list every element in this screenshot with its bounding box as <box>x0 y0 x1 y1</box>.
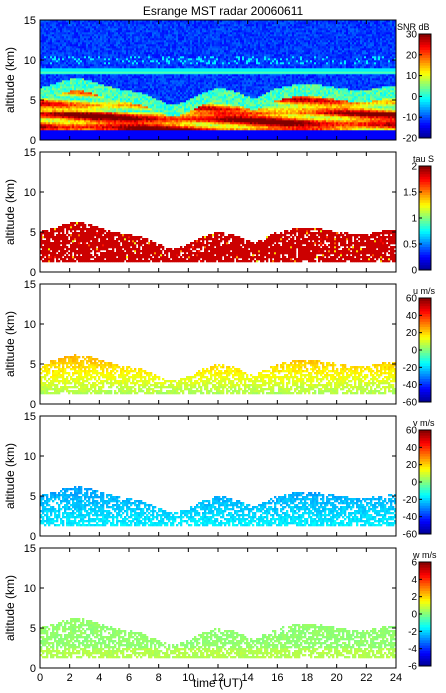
panel-v: 0 5 10 15 altitude (km) 60 40 20 0 -20 -40 -60 <box>3 411 432 543</box>
y-tick-label: 15 <box>24 147 36 159</box>
x-tick-label: 10 <box>182 672 194 684</box>
colorbar-tick-label: 2 <box>411 592 417 603</box>
x-tick-label: 12 <box>212 672 224 684</box>
colorbar-tick-label: 0 <box>411 346 417 357</box>
colorbar-tick-label: 20 <box>406 328 418 339</box>
colorbar-tick-label: -60 <box>403 398 418 409</box>
y-tick-label: 15 <box>24 279 36 291</box>
colorbar-label-u: u m/s <box>413 286 436 296</box>
colorbar-snr: 30 20 10 0 -10 -20 <box>403 30 432 145</box>
colorbar-tick-label: 60 <box>406 294 418 305</box>
heatmap-w <box>40 618 396 659</box>
x-tick-label: 22 <box>360 672 372 684</box>
x-tick-label: 24 <box>390 672 402 684</box>
colorbar-tick-label: 2 <box>411 162 417 173</box>
y-tick-label: 10 <box>24 451 36 463</box>
colorbar-tick-label: -60 <box>403 530 418 541</box>
y-tick-label: 0 <box>30 267 36 279</box>
colorbar-label-w: w m/s <box>413 550 437 560</box>
heatmap-snr <box>40 20 396 140</box>
y-tick-label: 5 <box>30 227 36 239</box>
chart-title: Esrange MST radar 20060611 <box>142 4 304 18</box>
heatmap-u <box>40 354 396 395</box>
panel-snr: 0 5 10 15 altitude (km) 30 20 10 0 -10 -20 <box>3 15 432 147</box>
x-tick-label: 20 <box>331 672 343 684</box>
colorbar-label-v: v m/s <box>413 418 435 428</box>
y-tick-label: 5 <box>30 359 36 371</box>
colorbar-label-tau: tau S <box>413 154 435 164</box>
colorbar-tick-label: -40 <box>403 512 418 523</box>
x-tick-label: 14 <box>242 672 254 684</box>
y-tick-label: 5 <box>30 95 36 107</box>
y-tick-label: 5 <box>30 623 36 635</box>
y-tick-label: 15 <box>24 543 36 555</box>
colorbar-tick-label: 0 <box>411 478 417 489</box>
y-axis-label: altitude (km) <box>3 311 17 377</box>
x-tick-label: 4 <box>96 672 102 684</box>
y-tick-label: 0 <box>30 663 36 675</box>
y-tick-label: 0 <box>30 531 36 543</box>
colorbar-tick-label: 0 <box>411 92 417 103</box>
colorbar-label-snr: SNR dB <box>397 22 430 32</box>
colorbar-tau: 2 1.5 1 0.5 0 <box>403 162 432 277</box>
colorbar-tick-label: 20 <box>406 50 418 61</box>
x-tick-label: 2 <box>67 672 73 684</box>
x-tick-label: 16 <box>271 672 283 684</box>
heatmap-tau <box>40 222 396 263</box>
colorbar-tick-label: 40 <box>406 311 418 322</box>
y-tick-label: 15 <box>24 15 36 27</box>
colorbar-tick-label: 20 <box>406 460 418 471</box>
colorbar-tick-label: 1 <box>411 214 417 225</box>
colorbar-tick-label: 4 <box>411 575 417 586</box>
colorbar-tick-label: 0.5 <box>403 240 417 251</box>
y-tick-label: 0 <box>30 135 36 147</box>
colorbar-tick-label: 40 <box>406 443 418 454</box>
y-tick-label: 10 <box>24 187 36 199</box>
y-axis-label: altitude (km) <box>3 47 17 113</box>
y-axis-label: altitude (km) <box>3 575 17 641</box>
colorbar-w: 6 4 2 0 -2 -4 -6 <box>408 558 432 673</box>
colorbar-tick-label: -4 <box>408 644 417 655</box>
colorbar-u: 60 40 20 0 -20 -40 -60 <box>403 294 432 409</box>
y-axis-label: altitude (km) <box>3 443 17 509</box>
x-tick-label: 18 <box>301 672 313 684</box>
colorbar-tick-label: 0 <box>411 610 417 621</box>
heatmap-v <box>40 486 396 527</box>
y-tick-label: 10 <box>24 55 36 67</box>
y-tick-label: 10 <box>24 583 36 595</box>
colorbar-tick-label: 0 <box>411 266 417 277</box>
panel-u: 0 5 10 15 altitude (km) 60 40 20 0 -20 -40 -60 <box>3 279 432 411</box>
colorbar-tick-label: -20 <box>403 495 418 506</box>
colorbar-tick-label: -40 <box>403 380 418 391</box>
colorbar-tick-label: 10 <box>406 71 418 82</box>
colorbar-tick-label: -20 <box>403 363 418 374</box>
colorbar-tick-label: -20 <box>403 134 418 145</box>
colorbar-tick-label: 30 <box>406 30 418 41</box>
colorbar-tick-label: 6 <box>411 558 417 569</box>
y-tick-label: 15 <box>24 411 36 423</box>
colorbar-tick-label: -6 <box>408 662 417 673</box>
colorbar-tick-label: -2 <box>408 627 417 638</box>
colorbar-tick-label: 1.5 <box>403 188 417 199</box>
panel-tau: 0 5 10 15 altitude (km) 2 1.5 1 0.5 0 <box>3 147 432 279</box>
x-tick-label: 8 <box>156 672 162 684</box>
colorbar-tick-label: -10 <box>403 113 418 124</box>
colorbar-v: 60 40 20 0 -20 -40 -60 <box>403 426 432 541</box>
y-tick-label: 5 <box>30 491 36 503</box>
colorbar-tick-label: 60 <box>406 426 418 437</box>
x-tick-label: 6 <box>126 672 132 684</box>
y-axis-label: altitude (km) <box>3 179 17 245</box>
x-tick-label: 0 <box>37 672 43 684</box>
x-axis-label: time (UT) <box>193 676 243 690</box>
y-tick-label: 10 <box>24 319 36 331</box>
y-tick-label: 0 <box>30 399 36 411</box>
